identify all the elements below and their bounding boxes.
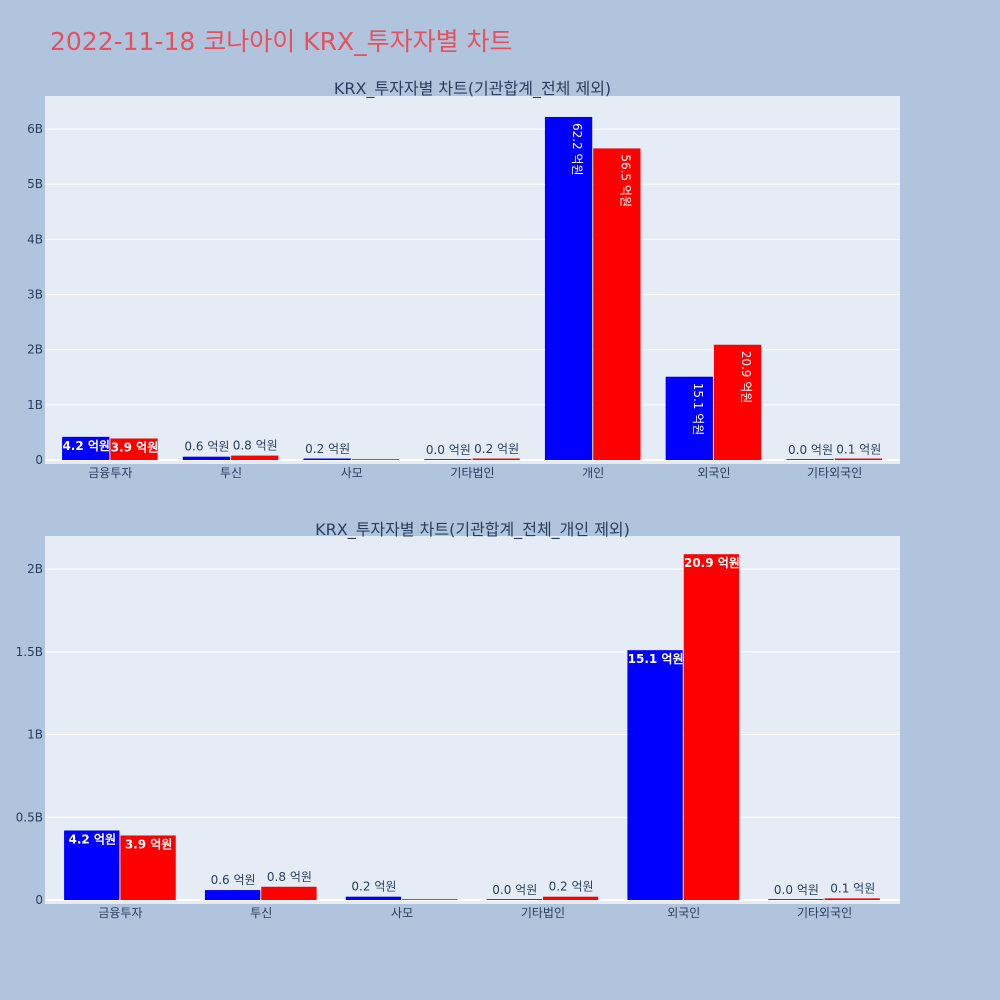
bar-data-label: 20.9 억원 <box>739 351 753 404</box>
bar <box>665 376 713 460</box>
bar <box>593 148 641 461</box>
page-title: 2022-11-18 코나아이 KRX_투자자별 차트 <box>50 27 513 56</box>
y-tick-label: 2B <box>27 562 43 576</box>
y-tick-label: 6B <box>27 122 43 136</box>
bar <box>768 899 824 900</box>
y-tick-label: 1.5B <box>16 645 43 659</box>
bar-data-label: 0.2 억원 <box>474 442 519 456</box>
x-tick-label: 기타법인 <box>521 906 565 920</box>
bar <box>824 898 880 900</box>
bar-data-label: 0.2 억원 <box>351 880 396 894</box>
bar-data-label: 15.1 억원 <box>691 383 705 436</box>
bar-data-label: 3.9 억원 <box>111 440 159 454</box>
bar-data-label: 4.2 억원 <box>68 833 116 847</box>
x-tick-label: 기타외국인 <box>807 466 862 480</box>
bar <box>683 554 740 900</box>
y-tick-label: 4B <box>27 232 43 246</box>
x-tick-label: 금융투자 <box>98 906 142 920</box>
bar <box>231 455 279 460</box>
bar-data-label: 3.9 억원 <box>125 837 173 851</box>
bar-data-label: 0.8 억원 <box>233 439 278 453</box>
bar <box>402 899 458 900</box>
bar-data-label: 4.2 억원 <box>62 439 110 453</box>
bar <box>627 650 683 900</box>
bar <box>713 344 762 460</box>
y-tick-label: 1B <box>27 728 43 742</box>
x-tick-label: 외국인 <box>697 466 730 480</box>
bar <box>110 438 158 460</box>
bar <box>64 830 120 900</box>
bar <box>424 459 472 460</box>
x-tick-label: 투신 <box>220 466 242 480</box>
bar-data-label: 0.2 억원 <box>305 442 350 456</box>
bar <box>834 458 882 460</box>
bar-data-label: 20.9 억원 <box>684 556 740 570</box>
bar <box>544 116 593 460</box>
bar <box>182 456 231 460</box>
bar-data-label: 0.0 억원 <box>774 883 819 897</box>
bar-data-label: 0.8 억원 <box>267 870 312 884</box>
bar <box>542 896 599 900</box>
bar <box>486 899 542 900</box>
bar-data-label: 0.2 억원 <box>549 880 594 894</box>
bar-data-label: 0.0 억원 <box>788 443 833 457</box>
bar <box>120 835 176 900</box>
bar <box>62 436 110 460</box>
x-tick-label: 사모 <box>341 466 363 480</box>
x-tick-label: 금융투자 <box>88 466 132 480</box>
x-tick-label: 사모 <box>391 906 413 920</box>
x-tick-label: 개인 <box>582 466 604 480</box>
y-tick-label: 0 <box>35 453 43 467</box>
bar-data-label: 62.2 억원 <box>570 123 584 176</box>
bar-data-label: 0.1 억원 <box>830 881 875 895</box>
x-tick-label: 외국인 <box>667 906 700 920</box>
chart-title: KRX_투자자별 차트(기관합계_전체_개인 제외) <box>315 520 630 540</box>
y-tick-label: 2B <box>27 343 43 357</box>
bar-data-label: 0.6 억원 <box>184 440 229 454</box>
bar-data-label: 0.0 억원 <box>426 443 471 457</box>
y-tick-label: 1B <box>27 398 43 412</box>
x-tick-label: 투신 <box>250 906 272 920</box>
bar <box>351 459 400 460</box>
bar <box>204 890 261 900</box>
bar <box>472 458 520 460</box>
chart-title: KRX_투자자별 차트(기관합계_전체 제외) <box>334 79 611 99</box>
bar-data-label: 0.6 억원 <box>211 873 256 887</box>
plot-area <box>45 536 900 904</box>
bar-data-label: 0.0 억원 <box>492 883 537 897</box>
bar <box>786 459 834 460</box>
x-tick-label: 기타외국인 <box>797 906 852 920</box>
y-tick-label: 5B <box>27 177 43 191</box>
x-tick-label: 기타법인 <box>450 466 494 480</box>
bar-data-label: 15.1 억원 <box>628 652 684 666</box>
y-tick-label: 3B <box>27 288 43 302</box>
bar <box>261 886 317 900</box>
y-tick-label: 0 <box>35 893 43 907</box>
bar-data-label: 56.5 억원 <box>618 154 632 207</box>
bar <box>303 458 351 460</box>
bar-data-label: 0.1 억원 <box>836 442 881 456</box>
bar <box>345 896 402 900</box>
y-tick-label: 0.5B <box>16 810 43 824</box>
